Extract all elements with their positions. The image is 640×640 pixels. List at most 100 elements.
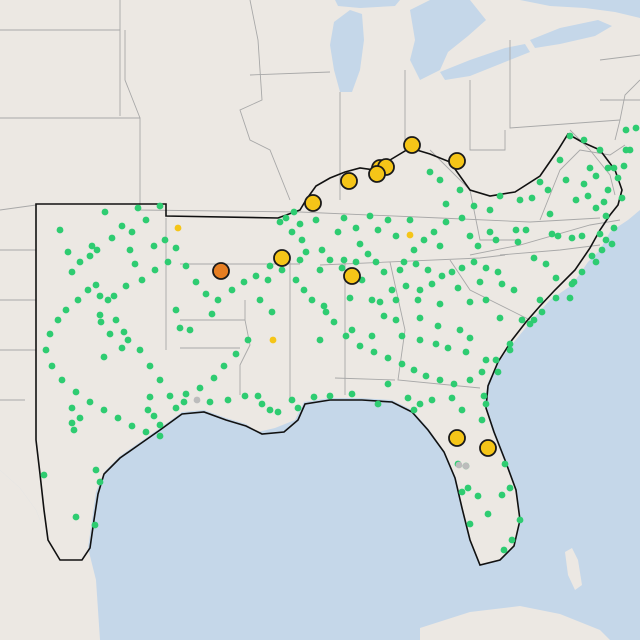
marker-green[interactable]	[374, 400, 382, 408]
marker-green[interactable]	[450, 380, 458, 388]
marker-yellow-small[interactable]	[269, 336, 277, 344]
marker-green[interactable]	[172, 244, 180, 252]
marker-green[interactable]	[542, 260, 550, 268]
marker-green[interactable]	[112, 316, 120, 324]
marker-yellow-large[interactable]	[448, 429, 466, 447]
marker-green[interactable]	[492, 356, 500, 364]
marker-green[interactable]	[366, 212, 374, 220]
marker-green[interactable]	[346, 294, 354, 302]
marker-yellow-small[interactable]	[406, 231, 414, 239]
marker-green[interactable]	[96, 478, 104, 486]
marker-green[interactable]	[436, 176, 444, 184]
marker-green[interactable]	[151, 266, 159, 274]
marker-green[interactable]	[400, 258, 408, 266]
marker-green[interactable]	[156, 202, 164, 210]
marker-green[interactable]	[274, 408, 282, 416]
marker-green[interactable]	[494, 268, 502, 276]
marker-green[interactable]	[458, 488, 466, 496]
marker-green[interactable]	[176, 324, 184, 332]
marker-green[interactable]	[496, 314, 504, 322]
marker-green[interactable]	[302, 248, 310, 256]
marker-green[interactable]	[72, 388, 80, 396]
marker-green[interactable]	[428, 280, 436, 288]
marker-green[interactable]	[412, 260, 420, 268]
marker-green[interactable]	[416, 336, 424, 344]
marker-green[interactable]	[294, 404, 302, 412]
marker-green[interactable]	[254, 392, 262, 400]
marker-green[interactable]	[510, 286, 518, 294]
marker-green[interactable]	[602, 236, 610, 244]
marker-green[interactable]	[508, 536, 516, 544]
marker-green[interactable]	[632, 124, 640, 132]
marker-green[interactable]	[546, 210, 554, 218]
marker-yellow-large[interactable]	[273, 249, 291, 267]
marker-green[interactable]	[86, 252, 94, 260]
marker-green[interactable]	[438, 272, 446, 280]
marker-gray[interactable]	[193, 396, 201, 404]
marker-green[interactable]	[228, 286, 236, 294]
marker-green[interactable]	[436, 242, 444, 250]
marker-green[interactable]	[464, 484, 472, 492]
marker-green[interactable]	[600, 198, 608, 206]
marker-green[interactable]	[618, 194, 626, 202]
marker-green[interactable]	[208, 310, 216, 318]
marker-green[interactable]	[544, 186, 552, 194]
marker-green[interactable]	[74, 296, 82, 304]
marker-green[interactable]	[376, 298, 384, 306]
marker-green[interactable]	[572, 196, 580, 204]
marker-green[interactable]	[466, 520, 474, 528]
marker-green[interactable]	[54, 316, 62, 324]
marker-green[interactable]	[596, 230, 604, 238]
marker-green[interactable]	[106, 330, 114, 338]
marker-green[interactable]	[368, 296, 376, 304]
marker-green[interactable]	[42, 346, 50, 354]
marker-green[interactable]	[568, 280, 576, 288]
marker-green[interactable]	[420, 236, 428, 244]
marker-green[interactable]	[266, 262, 274, 270]
marker-green[interactable]	[620, 162, 628, 170]
marker-green[interactable]	[316, 336, 324, 344]
marker-green[interactable]	[290, 208, 298, 216]
marker-green[interactable]	[76, 414, 84, 422]
marker-green[interactable]	[470, 258, 478, 266]
marker-green[interactable]	[530, 316, 538, 324]
marker-green[interactable]	[320, 302, 328, 310]
marker-green[interactable]	[610, 164, 618, 172]
marker-green[interactable]	[552, 274, 560, 282]
marker-green[interactable]	[454, 284, 462, 292]
marker-green[interactable]	[498, 280, 506, 288]
marker-green[interactable]	[276, 218, 284, 226]
marker-green[interactable]	[592, 172, 600, 180]
marker-green[interactable]	[622, 146, 630, 154]
marker-yellow-small[interactable]	[174, 224, 182, 232]
marker-green[interactable]	[604, 186, 612, 194]
marker-green[interactable]	[448, 268, 456, 276]
marker-green[interactable]	[410, 366, 418, 374]
marker-green[interactable]	[584, 192, 592, 200]
marker-green[interactable]	[308, 296, 316, 304]
marker-green[interactable]	[68, 268, 76, 276]
marker-yellow-large[interactable]	[343, 267, 361, 285]
marker-green[interactable]	[70, 426, 78, 434]
marker-green[interactable]	[97, 318, 105, 326]
marker-green[interactable]	[392, 232, 400, 240]
marker-green[interactable]	[146, 393, 154, 401]
marker-green[interactable]	[482, 296, 490, 304]
marker-yellow-large[interactable]	[340, 172, 358, 190]
marker-green[interactable]	[580, 136, 588, 144]
marker-green[interactable]	[474, 242, 482, 250]
marker-green[interactable]	[352, 224, 360, 232]
marker-green[interactable]	[512, 226, 520, 234]
marker-orange-large[interactable]	[212, 262, 230, 280]
marker-green[interactable]	[476, 278, 484, 286]
marker-green[interactable]	[596, 146, 604, 154]
marker-green[interactable]	[380, 312, 388, 320]
marker-green[interactable]	[126, 246, 134, 254]
marker-green[interactable]	[482, 264, 490, 272]
marker-green[interactable]	[380, 268, 388, 276]
marker-green[interactable]	[430, 228, 438, 236]
marker-green[interactable]	[342, 332, 350, 340]
marker-green[interactable]	[364, 250, 372, 258]
marker-green[interactable]	[554, 232, 562, 240]
